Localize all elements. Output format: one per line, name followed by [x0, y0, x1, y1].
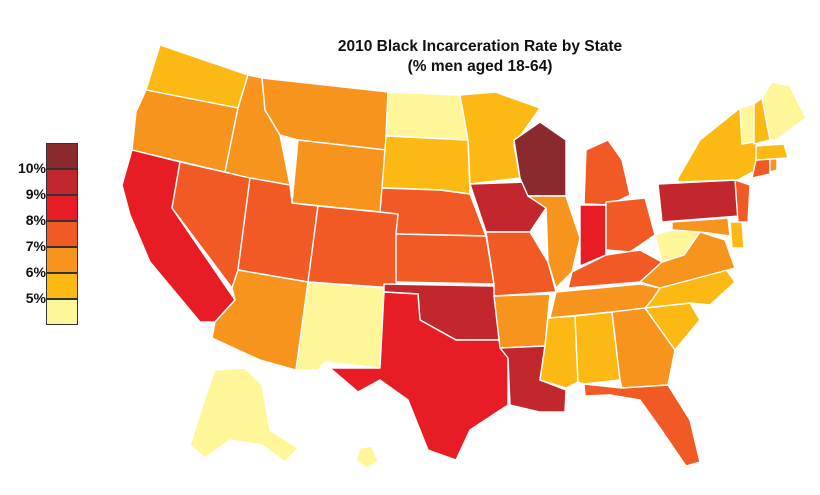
states-layer — [121, 44, 807, 469]
legend-label: 6% — [25, 264, 46, 280]
state-md — [671, 217, 731, 237]
legend-label: 8% — [25, 212, 46, 228]
state-vt — [739, 103, 755, 145]
state-az — [211, 269, 309, 371]
state-fl — [583, 383, 701, 467]
legend-swatch — [46, 299, 78, 325]
map-title: 2010 Black Incarceration Rate by State — [337, 38, 623, 55]
state-nj — [734, 179, 751, 223]
state-ar — [493, 293, 551, 349]
state-al — [574, 311, 621, 385]
state-ma — [755, 143, 789, 161]
legend-swatch — [46, 247, 78, 273]
state-wv — [654, 229, 701, 263]
state-co — [307, 205, 401, 289]
state-mo — [485, 231, 557, 297]
state-oh — [605, 197, 656, 253]
state-mi — [583, 139, 631, 206]
state-tx — [329, 291, 509, 461]
legend-swatch — [46, 273, 78, 299]
legend-label: 10% — [17, 160, 46, 176]
state-ri — [769, 157, 778, 173]
legend-swatch — [46, 143, 78, 169]
legend-label: 5% — [25, 290, 46, 306]
state-ne — [379, 187, 487, 237]
state-pa — [657, 179, 741, 223]
legend-swatch — [46, 195, 78, 221]
state-il — [527, 195, 581, 289]
state-nm — [295, 281, 385, 371]
state-de — [729, 221, 745, 249]
state-ak — [189, 367, 299, 463]
legend-swatch — [46, 169, 78, 195]
state-ks — [395, 233, 495, 285]
state-nd — [385, 91, 469, 141]
state-wy — [291, 139, 387, 213]
map-subtitle: (% men aged 18-64) — [407, 58, 553, 75]
legend-label: 9% — [25, 186, 46, 202]
state-sd — [381, 135, 471, 195]
legend-swatch — [46, 221, 78, 247]
state-hi — [355, 445, 379, 469]
state-me — [761, 81, 807, 141]
legend-label: 7% — [25, 238, 46, 254]
